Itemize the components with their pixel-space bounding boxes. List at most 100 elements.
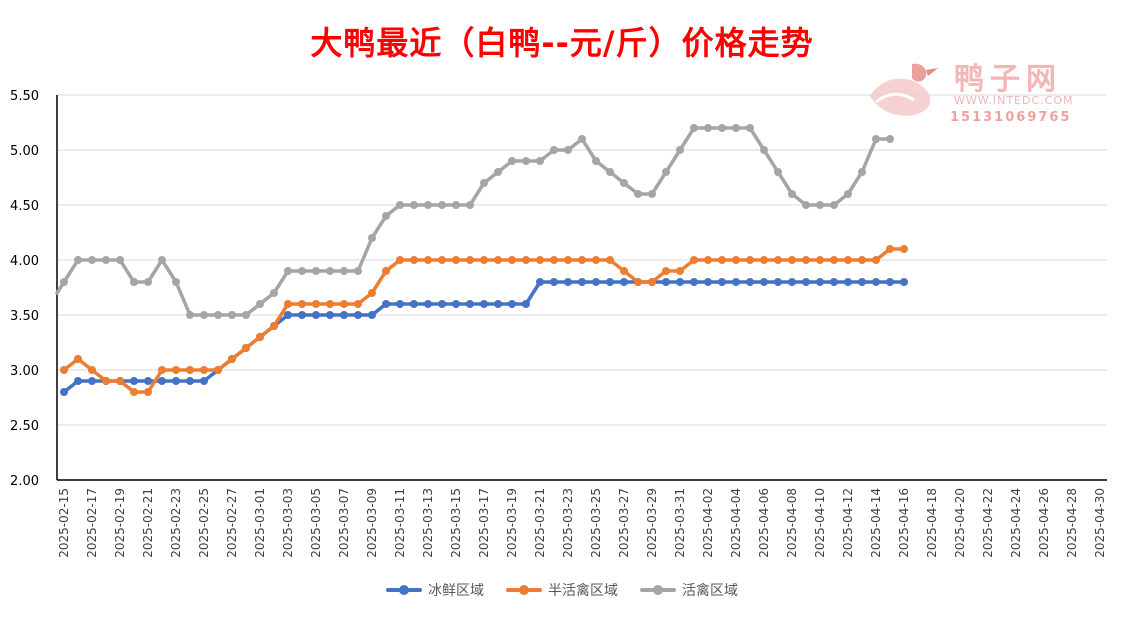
x-tick-label: 2025-03-21 xyxy=(533,488,547,558)
data-point xyxy=(172,366,180,374)
data-point xyxy=(60,366,68,374)
y-tick-label: 4.00 xyxy=(10,254,39,269)
data-point xyxy=(368,311,376,319)
x-tick-label: 2025-04-20 xyxy=(953,488,967,558)
data-point xyxy=(396,300,404,308)
data-point xyxy=(228,355,236,363)
x-tick-label: 2025-03-05 xyxy=(309,488,323,558)
legend-swatch-0 xyxy=(386,585,422,595)
data-point xyxy=(774,278,782,286)
data-point xyxy=(858,278,866,286)
data-point xyxy=(704,256,712,264)
data-point xyxy=(802,256,810,264)
data-point xyxy=(564,278,572,286)
data-point xyxy=(382,300,390,308)
x-tick-label: 2025-04-18 xyxy=(925,488,939,558)
data-point xyxy=(270,289,278,297)
data-point xyxy=(466,300,474,308)
data-point xyxy=(648,278,656,286)
data-point xyxy=(802,278,810,286)
data-point xyxy=(802,201,810,209)
data-point xyxy=(186,366,194,374)
x-tick-label: 2025-04-28 xyxy=(1065,488,1079,558)
data-point xyxy=(116,256,124,264)
data-point xyxy=(116,377,124,385)
data-point xyxy=(88,256,96,264)
series-1 xyxy=(60,245,908,396)
x-tick-label: 2025-03-13 xyxy=(421,488,435,558)
data-point xyxy=(74,377,82,385)
x-tick-label: 2025-03-27 xyxy=(617,488,631,558)
data-point xyxy=(200,311,208,319)
data-point xyxy=(718,256,726,264)
x-tick-label: 2025-02-23 xyxy=(169,488,183,558)
data-point xyxy=(620,278,628,286)
x-tick-label: 2025-04-26 xyxy=(1037,488,1051,558)
data-point xyxy=(816,278,824,286)
x-tick-label: 2025-03-03 xyxy=(281,488,295,558)
data-point xyxy=(676,278,684,286)
data-point xyxy=(326,311,334,319)
series-0 xyxy=(60,278,908,396)
data-point xyxy=(690,278,698,286)
data-point xyxy=(256,300,264,308)
data-point xyxy=(536,278,544,286)
x-tick-label: 2025-02-17 xyxy=(85,488,99,558)
data-point xyxy=(522,256,530,264)
data-point xyxy=(634,278,642,286)
data-point xyxy=(340,267,348,275)
y-tick-label: 3.50 xyxy=(10,309,39,324)
x-tick-label: 2025-04-16 xyxy=(897,488,911,558)
data-point xyxy=(88,377,96,385)
watermark: 鸭子网 WWW.INTEDC.COM 15131069765 xyxy=(862,52,1092,132)
data-point xyxy=(354,300,362,308)
data-point xyxy=(284,267,292,275)
data-point xyxy=(858,256,866,264)
data-point xyxy=(816,256,824,264)
data-point xyxy=(298,267,306,275)
data-point xyxy=(130,377,138,385)
data-point xyxy=(214,311,222,319)
x-tick-label: 2025-04-22 xyxy=(981,488,995,558)
data-point xyxy=(494,168,502,176)
x-tick-label: 2025-04-24 xyxy=(1009,488,1023,558)
data-point xyxy=(844,278,852,286)
data-point xyxy=(746,124,754,132)
data-point xyxy=(620,267,628,275)
data-point xyxy=(144,388,152,396)
data-point xyxy=(760,256,768,264)
x-tick-label: 2025-02-19 xyxy=(113,488,127,558)
data-point xyxy=(368,289,376,297)
data-point xyxy=(410,201,418,209)
data-point xyxy=(88,366,96,374)
data-point xyxy=(592,256,600,264)
data-point xyxy=(144,377,152,385)
data-point xyxy=(718,278,726,286)
data-point xyxy=(284,311,292,319)
data-point xyxy=(256,333,264,341)
watermark-url: WWW.INTEDC.COM xyxy=(954,94,1074,107)
data-point xyxy=(844,256,852,264)
data-point xyxy=(816,201,824,209)
data-point xyxy=(886,278,894,286)
data-point xyxy=(578,278,586,286)
data-point xyxy=(760,278,768,286)
watermark-name: 鸭子网 xyxy=(954,62,1062,97)
data-point xyxy=(662,278,670,286)
x-tick-label: 2025-04-10 xyxy=(813,488,827,558)
data-point xyxy=(452,256,460,264)
data-point xyxy=(368,234,376,242)
data-point xyxy=(900,278,908,286)
y-tick-label: 3.00 xyxy=(10,364,39,379)
data-point xyxy=(424,300,432,308)
x-tick-label: 2025-03-09 xyxy=(365,488,379,558)
data-point xyxy=(830,278,838,286)
data-point xyxy=(494,300,502,308)
data-point xyxy=(284,300,292,308)
x-tick-label: 2025-04-08 xyxy=(785,488,799,558)
data-point xyxy=(508,300,516,308)
x-tick-label: 2025-03-15 xyxy=(449,488,463,558)
data-point xyxy=(214,366,222,374)
y-tick-label: 4.50 xyxy=(10,199,39,214)
data-point xyxy=(130,278,138,286)
